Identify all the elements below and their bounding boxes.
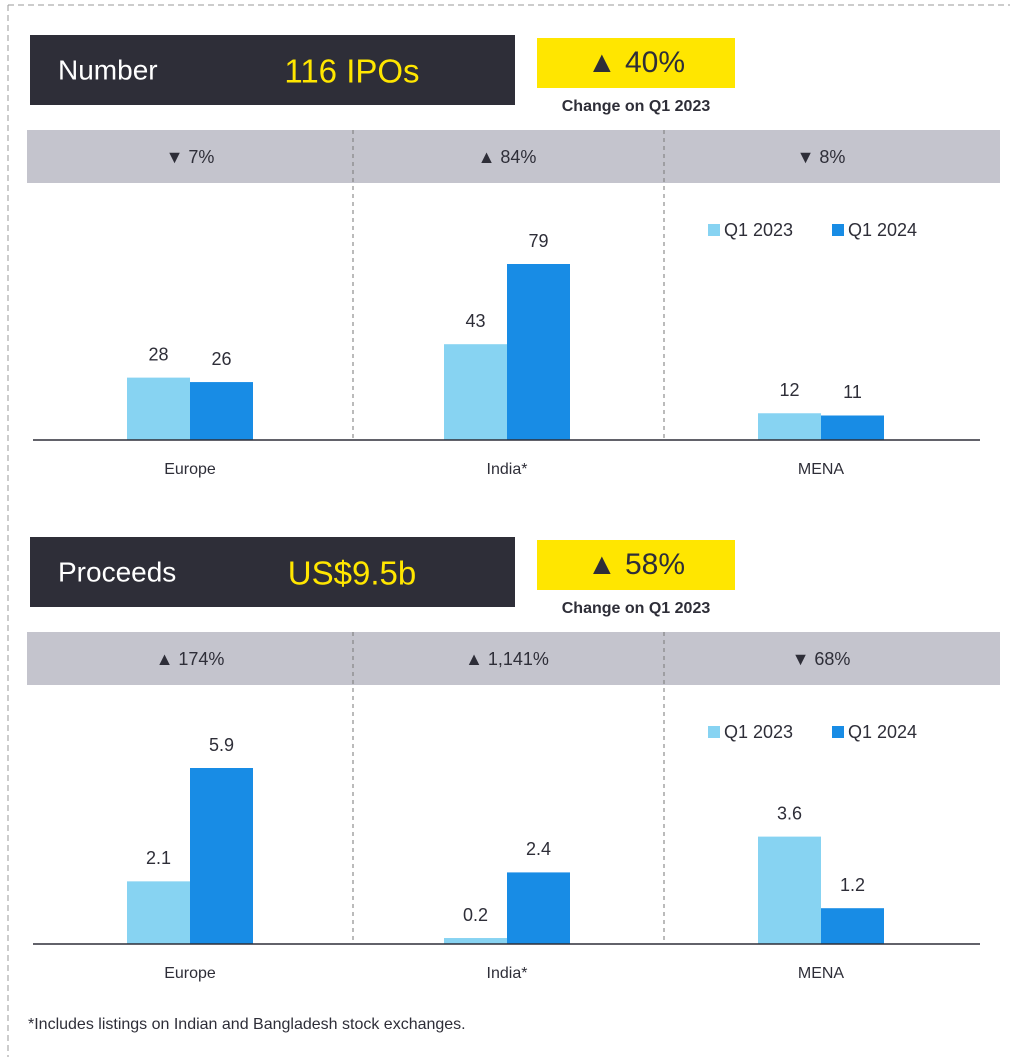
category-label: MENA [798,461,845,478]
value-label: 28 [148,344,168,364]
header-label: Proceeds [58,556,176,587]
value-label: 26 [211,349,231,369]
legend-label: Q1 2023 [724,722,793,742]
category-label: Europe [164,965,216,982]
value-label: 1.2 [840,875,865,895]
header-box [30,537,515,607]
change: ▲ 40% [587,46,685,79]
footnote: *Includes listings on Indian and Banglad… [28,1016,466,1033]
headline: 116 IPOs [284,53,419,90]
value-label: 0.2 [463,905,488,925]
bar [758,413,821,440]
change-box [537,540,735,590]
bar [127,881,190,944]
change-note: Change on Q1 2023 [562,600,711,617]
region-band [27,632,1000,685]
legend-label: Q1 2023 [724,220,793,240]
change: ▲ 58% [587,548,685,581]
bar [444,344,507,440]
value-label: 2.4 [526,839,551,859]
legend-label: Q1 2024 [848,722,917,742]
value-label: 5.9 [209,735,234,755]
value-label: 11 [843,382,862,402]
region-band [27,130,1000,183]
bar [507,872,570,944]
bar [127,377,190,440]
header-box [30,35,515,105]
category-label: India* [487,965,528,982]
value-label: 43 [465,311,485,331]
header-label: Number [58,54,158,85]
legend-swatch [708,726,720,738]
headline: US$9.5b [288,555,416,592]
bar [821,908,884,944]
region-change: ▼ 7% [166,147,215,167]
bar [758,836,821,944]
region-change: ▲ 84% [478,147,537,167]
bar [190,768,253,944]
legend-label: Q1 2024 [848,220,917,240]
bar [444,938,507,944]
bar [190,382,253,440]
region-change: ▼ 8% [797,147,846,167]
value-label: 79 [528,231,548,251]
category-label: India* [487,461,528,478]
value-label: 12 [779,380,799,400]
legend-swatch [832,726,844,738]
value-label: 3.6 [777,803,802,823]
region-change: ▲ 174% [156,649,225,669]
bar [507,264,570,440]
region-change: ▲ 1,141% [465,649,549,669]
legend-swatch [708,224,720,236]
region-change: ▼ 68% [792,649,851,669]
legend-swatch [832,224,844,236]
change-box [537,38,735,88]
category-label: MENA [798,965,845,982]
category-label: Europe [164,461,216,478]
value-label: 2.1 [146,848,171,868]
change-note: Change on Q1 2023 [562,98,711,115]
bar [821,415,884,440]
